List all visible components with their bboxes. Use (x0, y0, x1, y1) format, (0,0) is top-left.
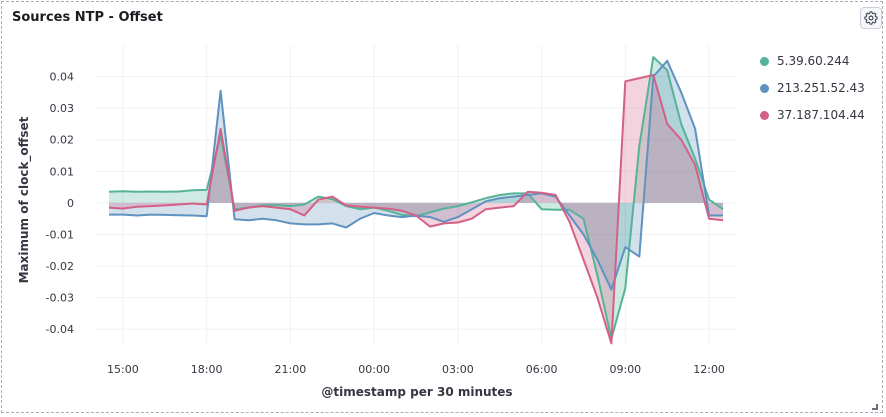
chart-lines (108, 56, 724, 345)
legend-dot-icon (760, 83, 769, 93)
y-tick-label: 0.04 (50, 71, 75, 84)
series-area-2 (109, 75, 723, 344)
legend-label: 213.251.52.43 (777, 81, 865, 95)
series-line-2[interactable] (108, 74, 724, 345)
y-tick-label: 0.01 (50, 165, 75, 178)
x-tick-label: 21:00 (275, 363, 307, 376)
legend-item[interactable]: 213.251.52.43 (760, 77, 865, 99)
x-tick-label: 00:00 (358, 363, 390, 376)
x-tick-label: 09:00 (609, 363, 641, 376)
legend-item[interactable]: 37.187.104.44 (760, 104, 865, 126)
x-tick-label: 03:00 (442, 363, 474, 376)
x-tick-label: 15:00 (107, 363, 139, 376)
legend-label: 5.39.60.244 (777, 54, 850, 68)
panel-settings-button[interactable] (860, 7, 882, 29)
legend-label: 37.187.104.44 (777, 108, 865, 122)
resize-handle[interactable] (872, 404, 878, 410)
panel-title: Sources NTP - Offset (12, 10, 163, 25)
y-tick-label: -0.02 (46, 260, 74, 273)
x-axis-title: @timestamp per 30 minutes (321, 385, 512, 399)
x-tick-label: 06:00 (526, 363, 558, 376)
x-tick-label: 18:00 (191, 363, 223, 376)
chart-areas (109, 57, 723, 344)
y-tick-label: 0 (67, 197, 74, 210)
legend-dot-icon (760, 110, 769, 120)
series-area-1 (109, 60, 723, 290)
legend-dot-icon (760, 56, 769, 66)
y-tick-label: -0.03 (46, 292, 74, 305)
x-tick-label: 12:00 (693, 363, 725, 376)
y-tick-label: -0.01 (46, 228, 74, 241)
y-axis-title: Maximum of clock_offset (17, 116, 32, 283)
gear-icon (864, 11, 878, 25)
y-tick-label: 0.02 (50, 134, 75, 147)
x-axis-ticks: 15:00 18:00 21:00 00:00 03:00 06:00 09:00 12:00 (107, 363, 725, 376)
chart-grid (95, 45, 737, 345)
y-axis-ticks: 0.04 0.03 0.02 0.01 0 -0.01 -0.02 -0.03 -0.04 (46, 71, 74, 337)
legend-item[interactable]: 5.39.60.244 (760, 50, 865, 72)
y-tick-label: 0.03 (50, 102, 75, 115)
y-tick-label: -0.04 (46, 323, 74, 336)
chart-legend: 5.39.60.244 213.251.52.43 37.187.104.44 (760, 50, 865, 131)
